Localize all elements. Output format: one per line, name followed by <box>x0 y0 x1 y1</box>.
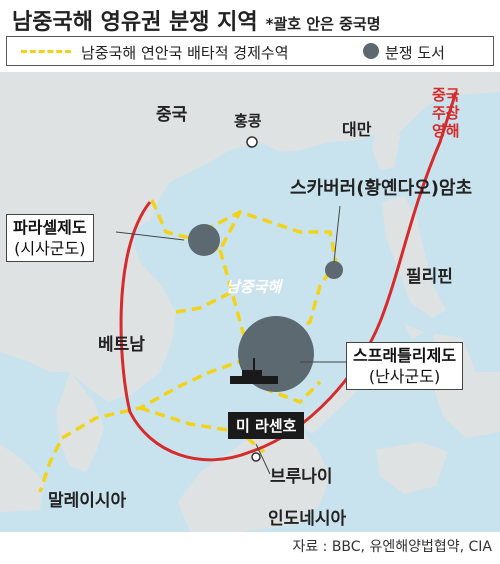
legend-eez-swatch <box>21 50 71 53</box>
label-malaysia: 말레이시아 <box>48 491 127 511</box>
label-brunei: 브루나이 <box>270 467 333 487</box>
paracel-island-dot <box>188 224 220 256</box>
label-hongkong: 홍콩 <box>234 112 262 130</box>
brunei-marker <box>251 452 261 462</box>
label-scs: 남중국해 <box>226 278 282 296</box>
ship-icon <box>230 376 278 384</box>
label-scarborough: 스카버러(황옌다오)암초 <box>290 178 473 199</box>
brunei-leader <box>255 443 271 475</box>
eez-line-north <box>150 199 242 253</box>
subtitle: *괄호 안은 중국명 <box>265 15 381 33</box>
paracel-leader <box>115 231 185 241</box>
eez-line-west <box>175 290 233 314</box>
taiwan-land <box>372 118 400 170</box>
malay-peninsula-land <box>56 372 104 472</box>
legend: 남중국해 연안국 배타적 경제수역 분쟁 도서 <box>6 36 494 66</box>
ship-bridge <box>242 370 262 376</box>
spratly-box: 스프래틀리제도 (난사군도) <box>346 342 464 390</box>
eez-line-south <box>139 406 266 454</box>
china-claim-line <box>119 91 458 462</box>
spratly-name: 스프래틀리제도 <box>353 346 457 365</box>
sumatra-land <box>0 444 44 512</box>
ship-label: 미 라센호 <box>228 412 305 439</box>
claim-line-3: 영해 <box>432 122 460 140</box>
page-title: 남중국해 영유권 분쟁 지역 *괄호 안은 중국명 <box>12 4 381 36</box>
label-china: 중국 <box>156 105 188 125</box>
label-vietnam: 베트남 <box>98 335 145 355</box>
hongkong-marker <box>246 136 258 148</box>
claim-line-1: 중국 <box>432 86 460 104</box>
map-canvas <box>0 72 500 532</box>
label-taiwan: 대만 <box>342 120 372 139</box>
paracel-name: 파라셀제도 <box>13 218 87 237</box>
legend-disputed-label: 분쟁 도서 <box>385 44 445 62</box>
paracel-cn: (시사군도) <box>14 239 86 258</box>
mindoro-land <box>404 324 424 340</box>
paracel-box: 파라셀제도 (시사군도) <box>6 214 94 262</box>
mainland-land <box>0 72 500 402</box>
borneo-land <box>178 424 330 532</box>
claim-line-2: 주장 <box>432 104 460 122</box>
title-text: 남중국해 영유권 분쟁 지역 <box>12 10 258 35</box>
label-china-claim: 중국 주장 영해 <box>432 86 460 140</box>
label-indonesia: 인도네시아 <box>268 509 347 529</box>
legend-eez-label: 남중국해 연안국 배타적 경제수역 <box>81 44 289 62</box>
eez-line-central <box>38 210 338 493</box>
scarborough-island-dot <box>325 261 343 279</box>
sulawesi-land <box>376 442 448 494</box>
scarborough-leader <box>333 205 341 263</box>
legend-disputed-swatch <box>363 43 379 59</box>
map: 중국 홍콩 대만 중국 주장 영해 스카버러(황옌다오)암초 파라셀제도 (시사… <box>0 72 500 532</box>
source-note: 자료 : BBC, 유엔해양법협약, CIA <box>292 539 492 555</box>
label-philippines: 필리핀 <box>406 267 453 287</box>
luzon-land <box>382 196 446 318</box>
spratly-cn: (난사군도) <box>368 367 441 386</box>
